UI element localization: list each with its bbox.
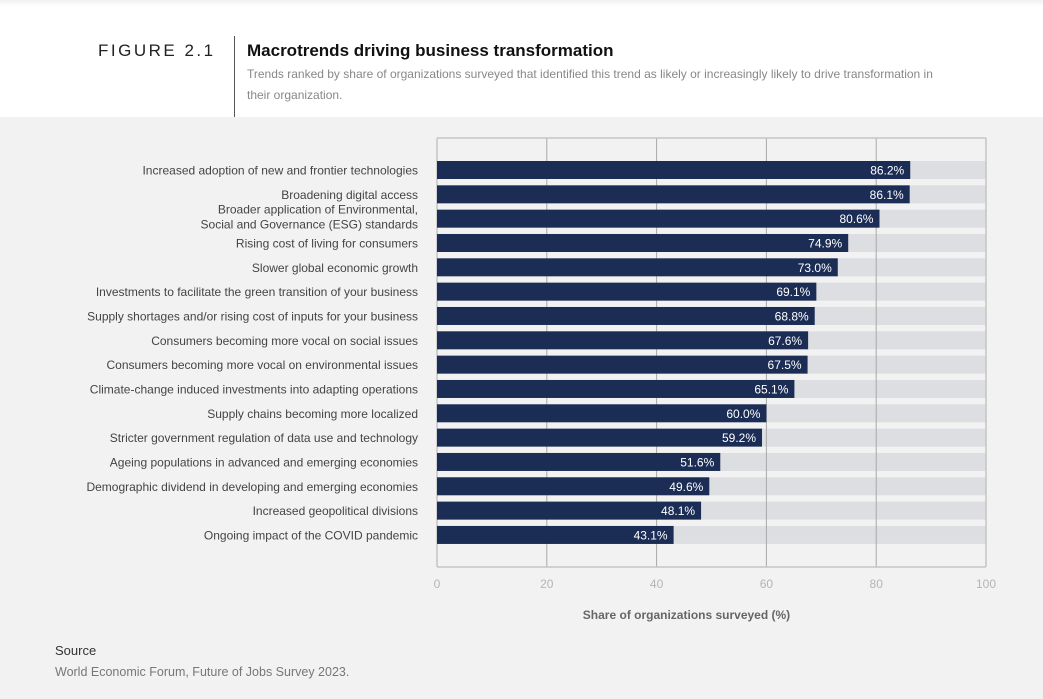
bar-value-label: 80.6% <box>839 212 873 226</box>
category-label: Ongoing impact of the COVID pandemic <box>204 528 418 542</box>
bar <box>437 331 809 350</box>
category-label: Increased adoption of new and frontier t… <box>142 164 418 178</box>
category-label: Stricter government regulation of data u… <box>110 431 418 445</box>
category-label: Ageing populations in advanced and emerg… <box>110 455 418 469</box>
bar-value-label: 60.0% <box>726 407 760 421</box>
bar-value-label: 73.0% <box>798 261 832 275</box>
figure-header <box>0 0 1043 117</box>
bar <box>437 161 911 179</box>
source-heading: Source <box>55 643 97 658</box>
category-label: Investments to facilitate the green tran… <box>96 285 418 299</box>
bar-value-label: 43.1% <box>634 528 668 542</box>
header-divider <box>234 36 235 117</box>
category-label: Supply chains becoming more localized <box>207 407 418 421</box>
bar <box>437 525 674 544</box>
category-label: Supply shortages and/or rising cost of i… <box>87 309 418 323</box>
bar <box>437 185 910 204</box>
bar <box>437 306 815 325</box>
bar-value-label: 67.6% <box>768 334 802 348</box>
bar-value-label: 69.1% <box>776 285 810 299</box>
category-label: Broader application of Environmental, Soc… <box>201 203 418 232</box>
bar-value-label: 51.6% <box>680 455 714 469</box>
bar <box>437 258 838 277</box>
bar-value-label: 74.9% <box>808 236 842 250</box>
bar <box>437 282 817 301</box>
bar <box>437 452 721 471</box>
bar <box>437 501 702 520</box>
bar <box>437 209 880 228</box>
category-label: Consumers becoming more vocal on social … <box>151 334 418 348</box>
x-tick-label: 60 <box>760 577 774 591</box>
bar <box>437 404 767 423</box>
figure-label: FIGURE 2.1 <box>98 41 216 60</box>
bar-value-label: 65.1% <box>754 382 788 396</box>
bar <box>437 233 849 252</box>
x-axis-title: Share of organizations surveyed (%) <box>583 608 790 622</box>
x-tick-label: 80 <box>870 577 884 591</box>
bar <box>437 428 763 447</box>
x-tick-label: 20 <box>540 577 554 591</box>
bar-value-label: 48.1% <box>661 504 695 518</box>
bar-value-label: 86.1% <box>870 188 904 202</box>
bar-value-label: 59.2% <box>722 431 756 445</box>
x-tick-label: 0 <box>434 577 441 591</box>
bar <box>437 355 808 374</box>
category-label: Consumers becoming more vocal on environ… <box>107 358 418 372</box>
category-label: Slower global economic growth <box>252 261 418 275</box>
bar-value-label: 68.8% <box>775 309 809 323</box>
category-label: Broadening digital access <box>281 188 418 202</box>
bar-value-label: 86.2% <box>870 164 904 178</box>
category-label: Rising cost of living for consumers <box>236 236 418 250</box>
bar-value-label: 67.5% <box>768 358 802 372</box>
bar-chart: 0 20 40 60 80 100 86.2% Increased adoption of n… <box>86 137 996 622</box>
x-tick-label: 100 <box>976 577 996 591</box>
bar <box>437 379 795 398</box>
chart-subtitle: Trends ranked by share of organizations … <box>247 67 933 102</box>
bar <box>437 477 710 496</box>
category-label: Demographic dividend in developing and e… <box>86 480 418 494</box>
source-text: World Economic Forum, Future of Jobs Sur… <box>55 665 350 679</box>
category-label: Climate-change induced investments into … <box>90 382 418 396</box>
chart-title: Macrotrends driving business transformat… <box>247 41 614 60</box>
bar-value-label: 49.6% <box>669 480 703 494</box>
category-label: Increased geopolitical divisions <box>253 504 418 518</box>
x-tick-label: 40 <box>650 577 664 591</box>
